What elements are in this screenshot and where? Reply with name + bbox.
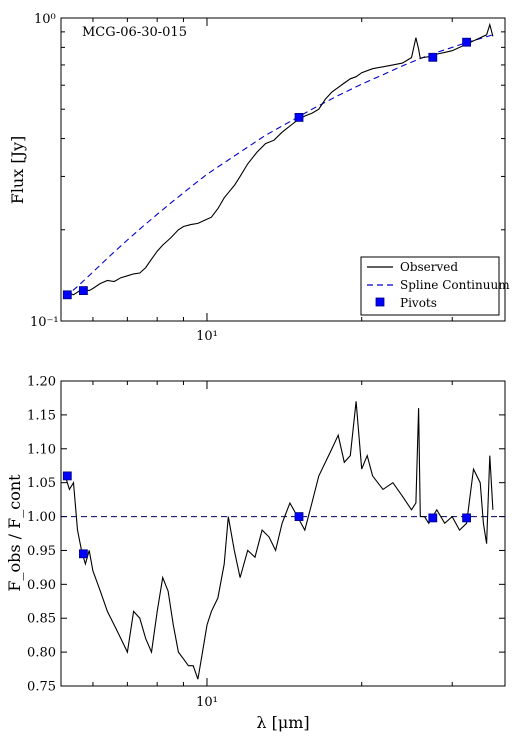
- top-pivot-2: [294, 113, 304, 122]
- legend-observed-label: Observed: [400, 260, 458, 274]
- top-ytick-label-0: 10⁻¹: [30, 315, 59, 330]
- bottom-ytick-label-6: 1.05: [27, 476, 56, 491]
- flux-ratio-line: [64, 401, 494, 680]
- bottom-ticks: 0.75 0.80 0.85 0.90 0.95 1.00 1.05 1.10 1.15 1.20: [27, 375, 505, 695]
- bottom-ytick-label-5: 1.00: [27, 510, 56, 525]
- top-panel: MCG-06-30-015 Flux [Jy] 10⁰ 10⁻¹ 10¹ Obs…: [8, 12, 510, 344]
- top-ticks: [61, 18, 505, 321]
- top-pivot-4: [462, 37, 472, 47]
- bottom-pivot-2: [294, 512, 304, 521]
- top-ytick-label-1: 10⁰: [34, 12, 56, 27]
- observed-flux-line: [65, 22, 494, 296]
- legend-pivots-label: Pivots: [400, 296, 437, 310]
- top-xtick-label: 10¹: [196, 329, 218, 344]
- bottom-xlabel: λ [μm]: [256, 713, 309, 732]
- bottom-ytick-label-4: 0.95: [27, 544, 56, 559]
- bottom-pivot-4: [462, 513, 472, 523]
- top-pivot-3: [428, 52, 438, 62]
- legend-pivots-swatch: [375, 297, 385, 307]
- bottom-pivot-3: [428, 513, 438, 523]
- top-series: [62, 22, 494, 300]
- bottom-series: [61, 401, 505, 680]
- bottom-ylabel: F_obs / F_cont: [5, 474, 24, 592]
- top-annotation: MCG-06-30-015: [82, 25, 187, 40]
- bottom-ytick-label-2: 0.85: [27, 612, 56, 627]
- bottom-ytick-label-8: 1.15: [27, 408, 56, 423]
- bottom-ytick-label-3: 0.90: [27, 578, 56, 593]
- bottom-plot-frame: [60, 380, 506, 687]
- top-plot-frame: [60, 17, 506, 322]
- bottom-panel: 0.75 0.80 0.85 0.90 0.95 1.00 1.05 1.10 1.15 1.20…: [5, 375, 506, 732]
- bottom-ytick-label-1: 0.80: [27, 646, 56, 661]
- bottom-pivot-1: [79, 549, 88, 559]
- bottom-pivot-0: [62, 471, 72, 481]
- top-ylabel: Flux [Jy]: [8, 136, 27, 205]
- legend-spline-label: Spline Continuum: [400, 278, 510, 292]
- top-pivot-0: [62, 290, 72, 300]
- bottom-ytick-label-7: 1.10: [27, 442, 56, 457]
- top-pivot-1: [79, 286, 88, 296]
- bottom-ytick-label-0: 0.75: [27, 680, 56, 695]
- bottom-ytick-label-9: 1.20: [27, 375, 56, 390]
- bottom-xtick-label: 10¹: [196, 695, 218, 710]
- legend: Observed Spline Continuum Pivots: [360, 256, 510, 316]
